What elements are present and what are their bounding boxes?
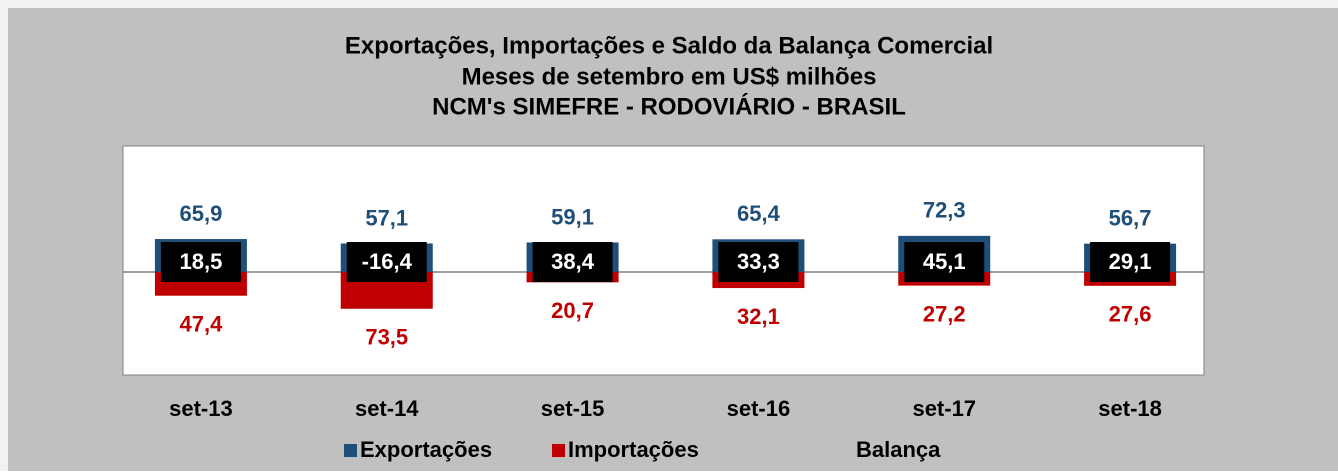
legend-label: Exportações xyxy=(360,437,492,462)
x-tick-label: set-15 xyxy=(541,396,605,421)
plot-area xyxy=(122,145,1205,376)
balance-label-box xyxy=(904,242,985,282)
balance-label-box xyxy=(718,242,799,282)
balance-label: 18,5 xyxy=(180,249,223,274)
import-label: 73,5 xyxy=(365,325,408,350)
export-label: 56,7 xyxy=(1109,205,1152,230)
export-label: 57,1 xyxy=(365,205,408,230)
import-label: 47,4 xyxy=(180,312,224,337)
balance-label-box xyxy=(1090,242,1171,282)
balance-label: -16,4 xyxy=(362,249,413,274)
legend-label: Balança xyxy=(856,437,941,462)
import-label: 20,7 xyxy=(551,298,594,323)
import-label: 27,2 xyxy=(923,301,966,326)
balance-label-box xyxy=(160,242,241,282)
x-tick-label: set-13 xyxy=(169,396,233,421)
import-label: 32,1 xyxy=(737,304,780,329)
balance-label: 29,1 xyxy=(1109,249,1152,274)
export-label: 72,3 xyxy=(923,198,966,223)
chart-title: Meses de setembro em US$ milhões xyxy=(462,63,877,90)
export-label: 65,9 xyxy=(180,201,223,226)
export-label: 59,1 xyxy=(551,204,594,229)
legend-marker xyxy=(552,444,565,457)
balance-label: 33,3 xyxy=(737,249,780,274)
x-tick-label: set-18 xyxy=(1098,396,1162,421)
legend-marker xyxy=(344,444,357,457)
export-label: 65,4 xyxy=(737,201,781,226)
x-tick-label: set-14 xyxy=(355,396,419,421)
balance-label: 45,1 xyxy=(923,249,966,274)
chart-title: Exportações, Importações e Saldo da Bala… xyxy=(345,32,993,59)
balance-label-box xyxy=(346,242,427,282)
balance-label-box xyxy=(532,242,613,282)
x-tick-label: set-17 xyxy=(912,396,976,421)
x-tick-label: set-16 xyxy=(727,396,791,421)
legend-label: Importações xyxy=(568,437,699,462)
import-label: 27,6 xyxy=(1109,302,1152,327)
chart-title: NCM's SIMEFRE - RODOVIÁRIO - BRASIL xyxy=(432,92,906,120)
balance-label: 38,4 xyxy=(551,249,595,274)
